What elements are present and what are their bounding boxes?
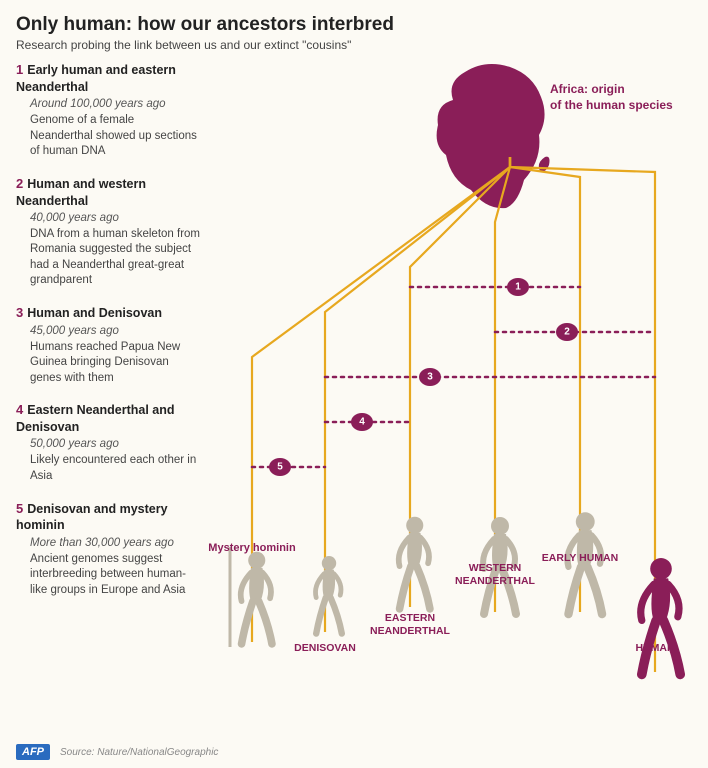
entry-head: 4Eastern Neanderthal and Denisovan bbox=[16, 402, 216, 435]
entry-desc: Likely encountered each other in Asia bbox=[30, 453, 200, 484]
entry-date: 45,000 years ago bbox=[30, 325, 216, 337]
entry-title: Denisovan and mystery hominin bbox=[16, 502, 168, 533]
entry-title: Eastern Neanderthal and Denisovan bbox=[16, 403, 175, 434]
branch-human bbox=[510, 157, 655, 672]
entry-2: 2Human and western Neanderthal 40,000 yea… bbox=[16, 176, 216, 289]
silhouette-e_neand bbox=[399, 517, 430, 609]
afp-logo: AFP bbox=[16, 744, 50, 760]
page-title: Only human: how our ancestors interbred bbox=[0, 0, 708, 38]
entry-number: 4 bbox=[16, 402, 23, 419]
africa-label: Africa: originof the human species bbox=[550, 82, 673, 113]
species-label-w_neand: WESTERN NEANDERTHAL bbox=[450, 562, 540, 587]
entry-head: 1Early human and eastern Neanderthal bbox=[16, 62, 216, 95]
entry-desc: Genome of a female Neanderthal showed up… bbox=[30, 113, 200, 160]
entry-4: 4Eastern Neanderthal and Denisovan 50,000… bbox=[16, 402, 216, 484]
entry-date: 50,000 years ago bbox=[30, 438, 216, 450]
crossing-badge-text-3: 3 bbox=[427, 372, 433, 383]
entry-3: 3 Human and Denisovan 45,000 years ago Huma… bbox=[16, 305, 216, 386]
entry-head: 3 Human and Denisovan bbox=[16, 305, 216, 322]
entry-5: 5Denisovan and mystery hominin More than … bbox=[16, 501, 216, 599]
entry-title: Human and western Neanderthal bbox=[16, 177, 146, 208]
entry-date: Around 100,000 years ago bbox=[30, 98, 216, 110]
species-label-e_neand: EASTERN NEANDERTHAL bbox=[365, 612, 455, 637]
entry-desc: DNA from a human skeleton from Romania s… bbox=[30, 227, 200, 289]
entry-date: 40,000 years ago bbox=[30, 212, 216, 224]
entry-number: 1 bbox=[16, 62, 23, 79]
diagram-area: 1 2 3 4 5 Africa: originof the human species… bbox=[210, 52, 700, 742]
entry-number: 3 bbox=[16, 305, 23, 322]
entry-desc: Ancient genomes suggest interbreeding be… bbox=[30, 552, 200, 599]
crossing-badge-text-2: 2 bbox=[564, 327, 570, 338]
silhouette-denisovan bbox=[315, 556, 341, 634]
entry-title: Early human and eastern Neanderthal bbox=[16, 63, 176, 94]
entry-title: Human and Denisovan bbox=[27, 306, 162, 320]
species-label-mystery: Mystery hominin bbox=[207, 542, 297, 555]
entry-date: More than 30,000 years ago bbox=[30, 537, 216, 549]
entry-head: 2Human and western Neanderthal bbox=[16, 176, 216, 209]
africa-icon bbox=[437, 64, 550, 208]
crossing-badge-text-5: 5 bbox=[277, 462, 283, 473]
source-text: Source: Nature/NationalGeographic bbox=[60, 747, 218, 758]
species-label-e_human: EARLY HUMAN bbox=[535, 552, 625, 565]
entries-column: 1Early human and eastern Neanderthal Arou… bbox=[16, 62, 216, 614]
entry-1: 1Early human and eastern Neanderthal Arou… bbox=[16, 62, 216, 160]
entry-desc: Humans reached Papua New Guinea bringing… bbox=[30, 340, 200, 387]
silhouette-mystery bbox=[241, 552, 272, 644]
crossing-badge-text-4: 4 bbox=[359, 417, 365, 428]
tree-svg: 1 2 3 4 5 bbox=[210, 52, 700, 742]
species-label-human: HUMAN bbox=[610, 642, 700, 655]
crossing-badge-text-1: 1 bbox=[515, 282, 521, 293]
entry-head: 5Denisovan and mystery hominin bbox=[16, 501, 216, 534]
footer: AFP Source: Nature/NationalGeographic bbox=[16, 744, 692, 760]
species-label-denisovan: DENISOVAN bbox=[280, 642, 370, 655]
entry-number: 5 bbox=[16, 501, 23, 518]
silhouette-human bbox=[641, 558, 680, 674]
content-area: 1Early human and eastern NeanderthalArou… bbox=[0, 62, 708, 742]
entry-number: 2 bbox=[16, 176, 23, 193]
